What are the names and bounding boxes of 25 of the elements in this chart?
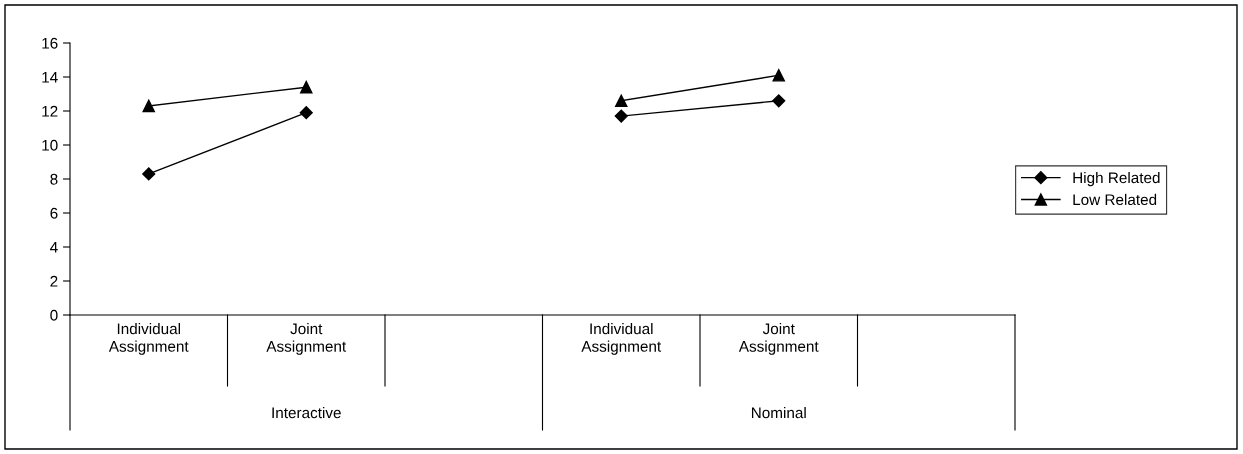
text: Nominal: [751, 407, 806, 419]
legend-label: High Related: [1073, 171, 1160, 187]
y-tick-label: 0: [50, 309, 58, 321]
point: [772, 69, 786, 82]
x-tick-label: Individual Assignment: [581, 323, 662, 355]
y-tick-label: 12: [42, 105, 58, 117]
y-tick-label: 2: [50, 275, 58, 287]
y-tick-label: 8: [50, 173, 58, 185]
y-tick-label: 4: [50, 242, 58, 253]
point: [142, 99, 156, 113]
x-tick-label: Joint Assignment: [266, 323, 347, 355]
y-tick-label: 10: [42, 139, 58, 151]
point: [299, 106, 313, 120]
y-tick-label: 6: [50, 207, 58, 219]
point: [772, 94, 786, 108]
x-tick-label: Individual Assignment: [108, 323, 189, 355]
point: [614, 94, 628, 108]
point: [142, 167, 156, 181]
legend-label: Low Related: [1073, 193, 1157, 206]
point: [614, 109, 628, 123]
point: [299, 80, 313, 94]
y-tick-label: 16: [42, 37, 58, 49]
y-tick-label: 14: [42, 72, 58, 83]
text: Interactive: [272, 407, 341, 419]
x-tick-label: Joint Assignment: [738, 323, 819, 355]
